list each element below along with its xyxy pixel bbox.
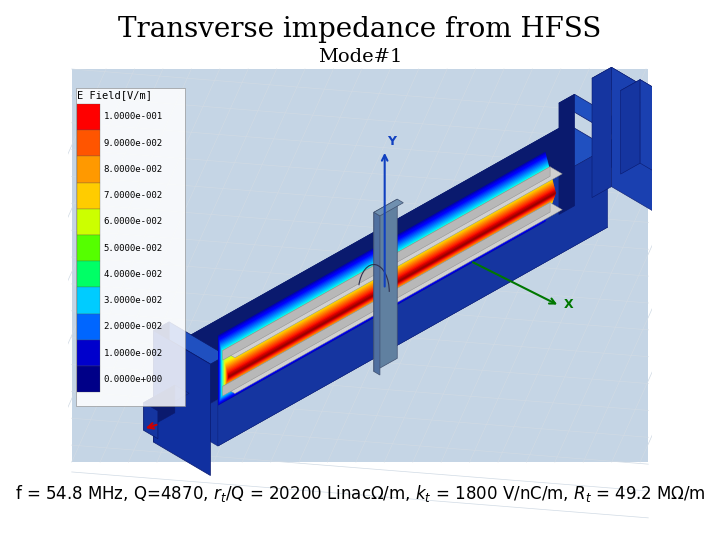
Text: Y: Y	[387, 135, 396, 148]
Bar	[78, 104, 100, 130]
Polygon shape	[222, 165, 549, 396]
Polygon shape	[220, 160, 548, 400]
Polygon shape	[220, 157, 546, 402]
Polygon shape	[222, 168, 550, 394]
Bar	[78, 130, 100, 156]
Polygon shape	[559, 94, 631, 137]
Bar	[78, 261, 100, 287]
Polygon shape	[222, 167, 562, 357]
Polygon shape	[221, 163, 548, 398]
Text: 0.0000e+000: 0.0000e+000	[104, 375, 163, 384]
Polygon shape	[639, 125, 653, 161]
Text: 1.0000e-001: 1.0000e-001	[104, 112, 163, 122]
Polygon shape	[228, 192, 556, 377]
Bar	[72, 69, 648, 462]
Text: 4.0000e-002: 4.0000e-002	[104, 270, 163, 279]
Polygon shape	[223, 172, 551, 392]
Polygon shape	[225, 177, 552, 388]
Polygon shape	[226, 184, 554, 383]
Polygon shape	[218, 147, 608, 446]
Polygon shape	[228, 191, 556, 379]
Polygon shape	[374, 199, 403, 216]
Text: 8.0000e-002: 8.0000e-002	[104, 165, 163, 174]
Polygon shape	[621, 79, 683, 116]
Polygon shape	[222, 167, 550, 360]
Bar	[78, 340, 100, 366]
Text: 5.0000e-002: 5.0000e-002	[104, 244, 163, 253]
Text: f = 54.8 MHz, Q=4870, $r_t$/Q = 20200 Linac$\Omega$/m, $k_t$ = 1800 V/nC/m, $R_t: f = 54.8 MHz, Q=4870, $r_t$/Q = 20200 Li…	[14, 483, 706, 504]
Polygon shape	[223, 171, 550, 393]
Bar	[78, 287, 100, 314]
Polygon shape	[228, 188, 555, 380]
Polygon shape	[559, 94, 575, 214]
Text: 9.0000e-002: 9.0000e-002	[104, 139, 163, 148]
Polygon shape	[592, 68, 611, 198]
Polygon shape	[144, 385, 175, 430]
Polygon shape	[177, 124, 567, 422]
Polygon shape	[611, 68, 672, 222]
Polygon shape	[224, 173, 551, 391]
Polygon shape	[374, 199, 397, 372]
Polygon shape	[222, 166, 549, 396]
Bar	[78, 156, 100, 183]
Polygon shape	[224, 174, 552, 390]
Polygon shape	[225, 179, 552, 387]
Bar	[78, 183, 100, 209]
Polygon shape	[225, 180, 553, 386]
Polygon shape	[153, 322, 226, 364]
Polygon shape	[228, 190, 555, 379]
Polygon shape	[226, 183, 554, 384]
Text: Transverse impedance from HFSS: Transverse impedance from HFSS	[118, 16, 602, 43]
Polygon shape	[219, 154, 546, 404]
Text: X: X	[564, 298, 573, 311]
Polygon shape	[144, 402, 158, 438]
Polygon shape	[220, 161, 548, 399]
Polygon shape	[225, 178, 552, 388]
Polygon shape	[153, 330, 210, 476]
Polygon shape	[227, 185, 554, 383]
Bar	[78, 209, 100, 235]
Polygon shape	[222, 202, 550, 396]
Polygon shape	[224, 176, 552, 389]
Polygon shape	[640, 79, 683, 188]
Polygon shape	[227, 186, 554, 382]
Polygon shape	[219, 155, 546, 403]
Polygon shape	[218, 152, 546, 406]
Polygon shape	[222, 170, 550, 393]
Text: E Field[V/m]: E Field[V/m]	[78, 90, 153, 100]
Text: 1.0000e-002: 1.0000e-002	[104, 348, 163, 357]
Polygon shape	[220, 158, 547, 401]
Polygon shape	[218, 153, 546, 405]
Polygon shape	[222, 202, 562, 394]
Bar	[78, 366, 100, 393]
Polygon shape	[144, 385, 189, 411]
Polygon shape	[177, 124, 608, 367]
Polygon shape	[222, 167, 549, 395]
Polygon shape	[621, 79, 640, 174]
Polygon shape	[592, 68, 672, 114]
Polygon shape	[221, 164, 549, 397]
Polygon shape	[225, 181, 553, 385]
Polygon shape	[596, 125, 653, 157]
Bar	[78, 235, 100, 261]
Polygon shape	[374, 212, 380, 375]
Bar	[76, 88, 186, 406]
Text: 7.0000e-002: 7.0000e-002	[104, 191, 163, 200]
Polygon shape	[228, 187, 554, 381]
Text: Mode#1: Mode#1	[318, 48, 402, 66]
Polygon shape	[153, 322, 169, 442]
Text: 2.0000e-002: 2.0000e-002	[104, 322, 163, 332]
Bar	[78, 314, 100, 340]
Text: 6.0000e-002: 6.0000e-002	[104, 218, 163, 226]
Polygon shape	[220, 159, 547, 401]
Polygon shape	[177, 204, 608, 446]
Text: 3.0000e-002: 3.0000e-002	[104, 296, 163, 305]
Polygon shape	[596, 125, 639, 177]
